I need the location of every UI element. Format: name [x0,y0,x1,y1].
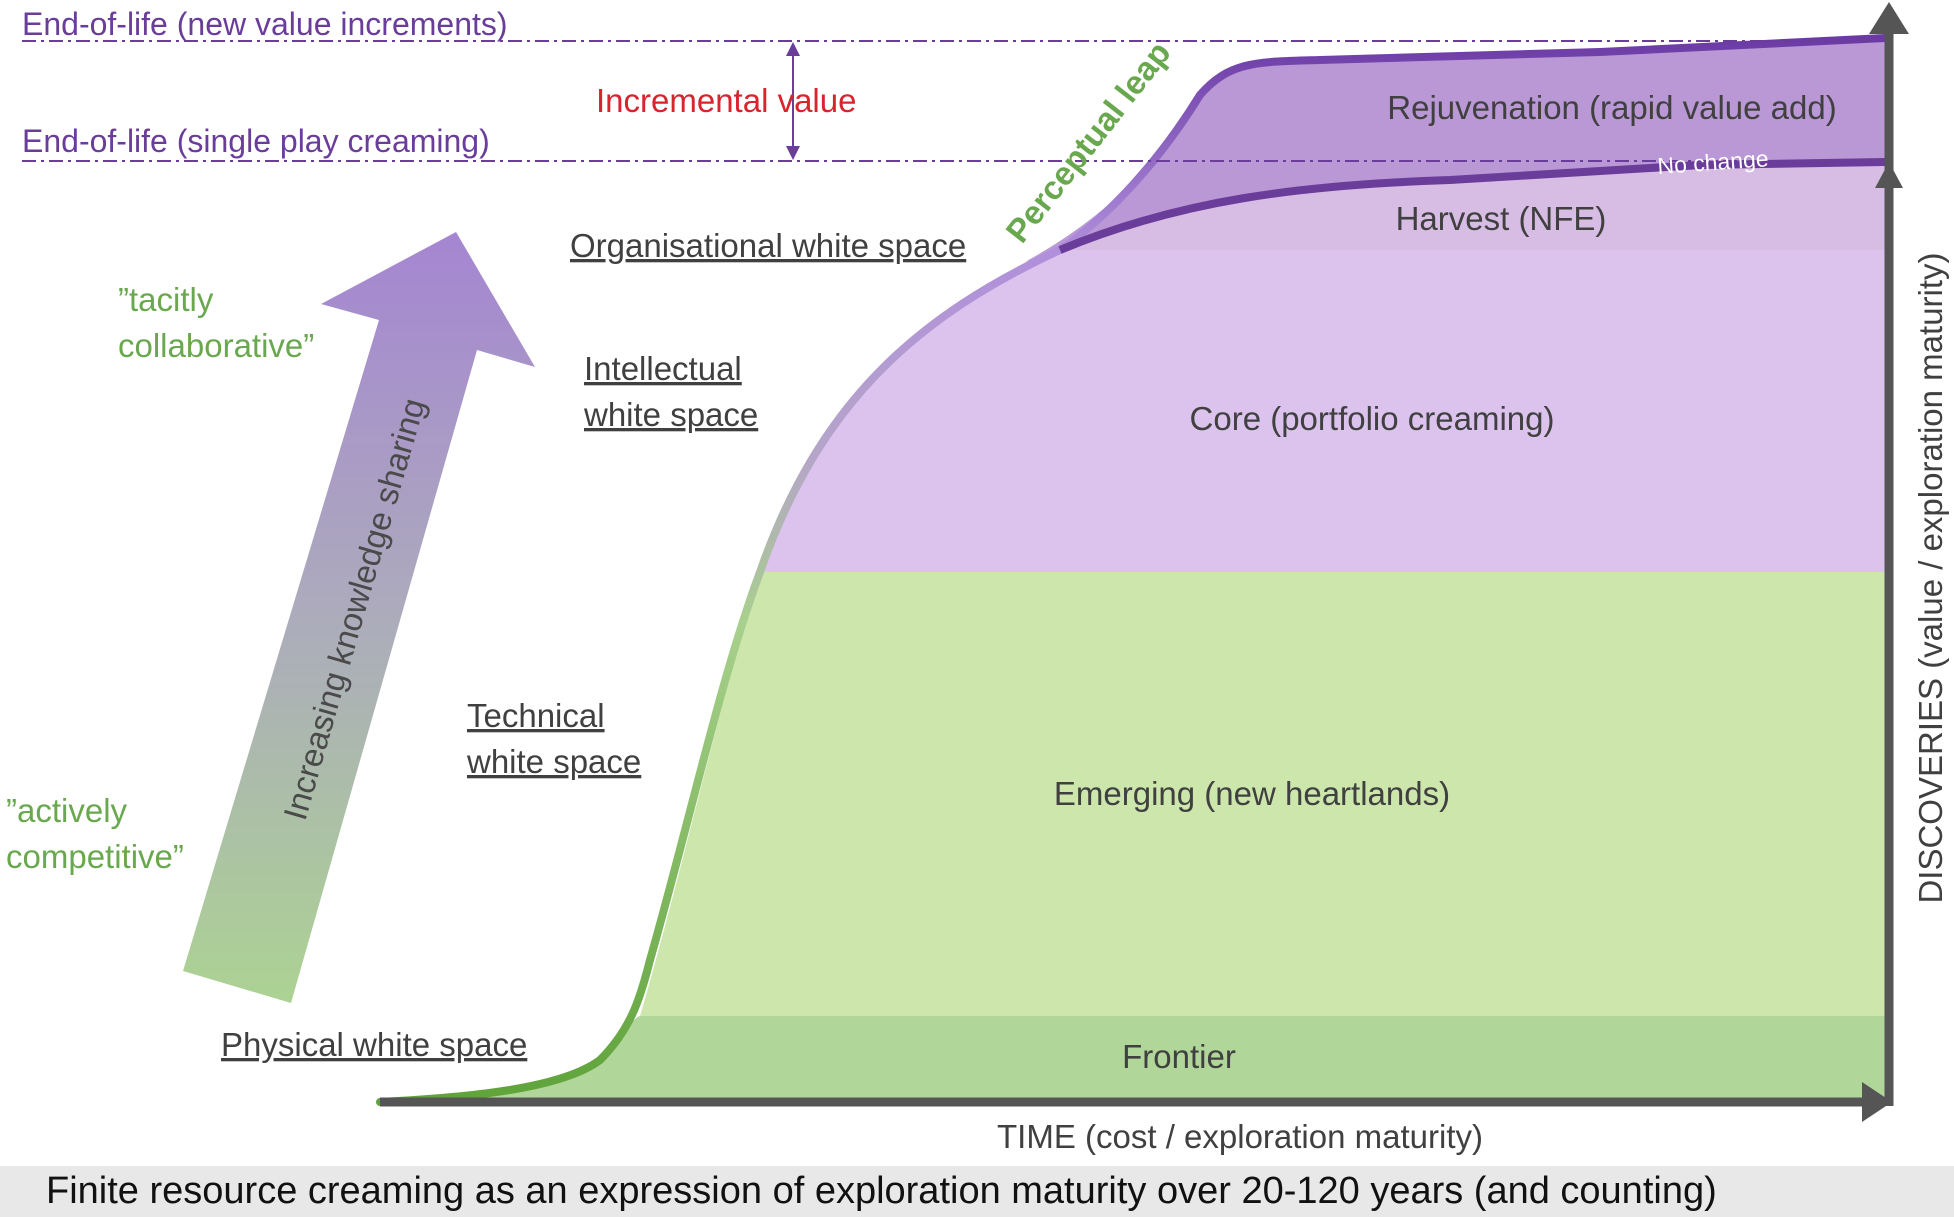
creaming-curve [376,34,1889,1106]
actively-line1: ”actively [6,792,128,829]
frontier-region [380,1016,1885,1102]
actively-line2: competitive” [6,838,184,875]
caption-bar [0,1166,1954,1217]
y-axis-mid-arrowhead [1875,162,1903,188]
intellectual-white-space-line1: Intellectual [584,350,742,387]
core-label: Core (portfolio creaming) [1190,400,1555,437]
eol-new-value-label: End-of-life (new value increments) [22,6,508,42]
emerging-region [640,572,1885,1016]
core-region [760,250,1885,572]
organisational-white-space: Organisational white space [570,227,966,264]
incremental-value-label: Incremental value [596,82,856,119]
harvest-region [1060,162,1885,250]
frontier-label: Frontier [1122,1038,1236,1075]
rejuvenation-label: Rejuvenation (rapid value add) [1387,89,1836,126]
technical-white-space-line1: Technical [467,697,605,734]
intellectual-white-space-line2: white space [583,396,758,433]
tacitly-line2: collaborative” [118,327,314,364]
x-axis-label: TIME (cost / exploration maturity) [997,1118,1483,1155]
harvest-label: Harvest (NFE) [1396,200,1607,237]
x-axis-arrowhead [1862,1082,1892,1122]
rejuvenation-region [1025,38,1885,262]
tacitly-line1: ”tacitly [118,281,214,318]
caption: Finite resource creaming as an expressio… [46,1170,1717,1212]
technical-white-space-line2: white space [466,743,641,780]
incremental-value-arrow [786,42,800,160]
no-change-curve [1058,158,1886,254]
emerging-label: Emerging (new heartlands) [1054,775,1450,812]
knowledge-sharing-arrow [183,232,535,1003]
y-axis-label: DISCOVERIES (value / exploration maturit… [1912,252,1949,903]
y-axis-arrowhead [1869,2,1909,34]
eol-single-play-label: End-of-life (single play creaming) [22,123,490,159]
physical-white-space: Physical white space [221,1026,527,1063]
